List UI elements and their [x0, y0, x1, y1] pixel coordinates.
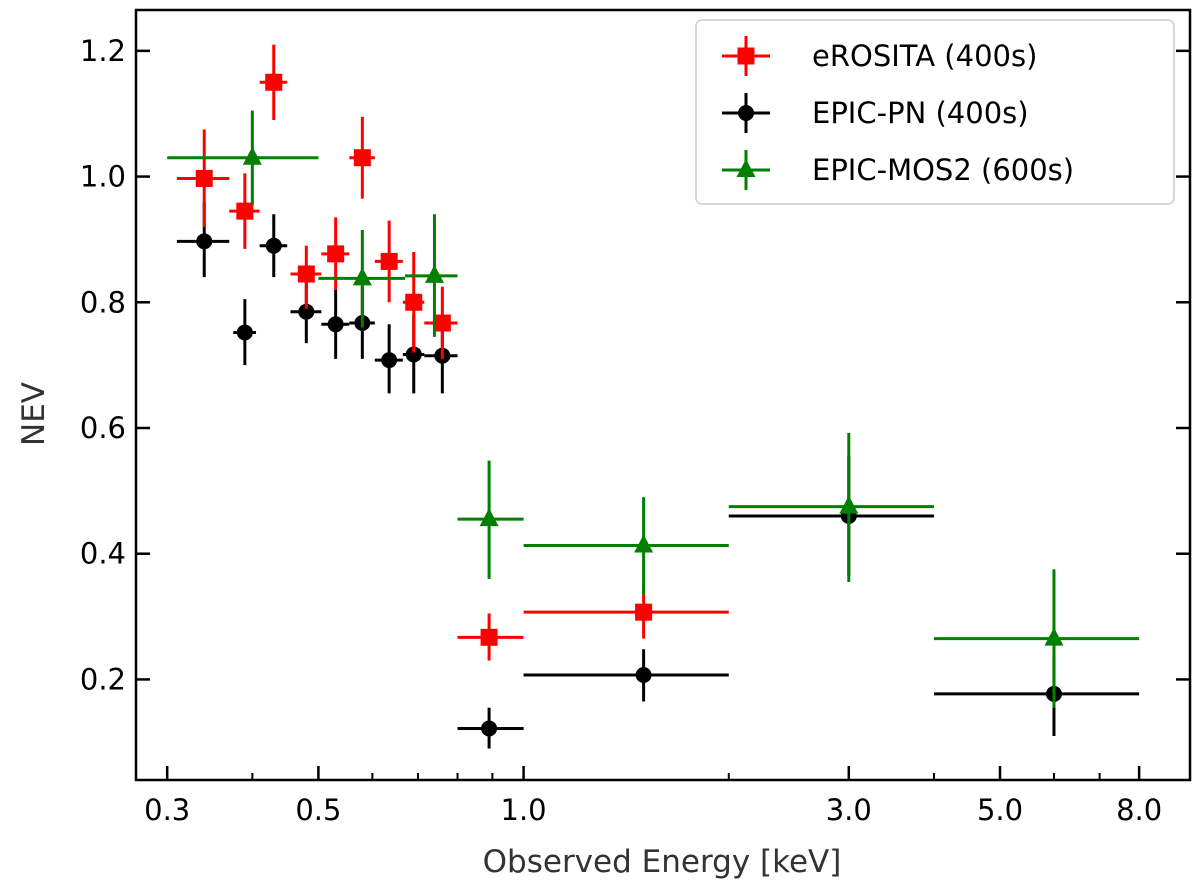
data-point-marker: [480, 628, 498, 646]
data-point-marker: [327, 245, 345, 263]
data-point-marker: [265, 237, 282, 254]
data-point-marker: [353, 149, 371, 167]
x-tick-label: 1.0: [501, 793, 547, 827]
y-tick-label: 0.8: [80, 285, 126, 319]
legend-marker: [738, 105, 754, 121]
legend-entry: eROSITA (400s): [722, 36, 1037, 76]
y-axis-label: NEV: [16, 382, 52, 446]
axis-layer: 0.3 0.5 1.0 3.0 5.0 8.0 0.2 0.4 0.6 0.8 1.0 1.2: [80, 8, 1192, 827]
data-point-marker: [635, 603, 653, 621]
legend-label: EPIC-PN (400s): [812, 96, 1029, 130]
y-tick-label: 0.6: [80, 411, 126, 445]
data-point-marker: [405, 346, 422, 363]
data-point-marker: [634, 534, 654, 553]
data-point-marker: [839, 495, 859, 514]
legend-label: EPIC-MOS2 (600s): [812, 153, 1074, 187]
data-point-marker: [297, 265, 315, 283]
data-point-marker: [242, 146, 262, 165]
legend-entry: EPIC-PN (400s): [722, 93, 1029, 133]
data-point-marker: [236, 202, 254, 220]
data-point-marker: [327, 316, 344, 333]
legend-label: eROSITA (400s): [812, 39, 1037, 73]
data-point-marker: [265, 73, 283, 91]
y-tick-label: 1.0: [80, 160, 126, 194]
legend-entry: EPIC-MOS2 (600s): [722, 150, 1074, 190]
data-point-marker: [381, 352, 398, 369]
data-point-marker: [195, 169, 213, 187]
y-tick-label: 0.2: [80, 662, 126, 696]
legend-frame: [695, 19, 1175, 205]
data-point-marker: [298, 303, 315, 320]
x-axis-label: Observed Energy [keV]: [483, 844, 842, 880]
data-point-marker: [380, 252, 398, 270]
series-triangle: [167, 110, 1140, 708]
y-tick-label: 1.2: [80, 34, 126, 68]
legend: eROSITA (400s) EPIC-PN (400s) EPIC-MOS2 (6…: [695, 19, 1175, 205]
data-point-marker: [236, 324, 253, 341]
series-square: [176, 44, 729, 661]
x-tick-label: 5.0: [977, 793, 1023, 827]
data-point-marker: [424, 264, 444, 283]
series-layer: [167, 44, 1140, 749]
data-point-marker: [635, 667, 652, 684]
x-tick-label: 0.3: [144, 793, 190, 827]
plot-frame: [134, 8, 1192, 782]
y-tick-label: 0.4: [80, 537, 126, 571]
x-tick-label: 3.0: [826, 793, 872, 827]
series-circle: [176, 201, 1140, 749]
data-point-marker: [196, 233, 213, 250]
data-point-marker: [352, 267, 372, 286]
data-point-marker: [481, 720, 498, 737]
legend-marker: [737, 47, 755, 65]
data-point-marker: [433, 314, 451, 332]
data-point-marker: [405, 293, 423, 311]
x-tick-label: 8.0: [1116, 793, 1162, 827]
data-point-marker: [1044, 627, 1064, 646]
data-point-marker: [479, 508, 499, 527]
x-tick-label: 0.5: [295, 793, 341, 827]
legend-marker: [736, 159, 756, 177]
